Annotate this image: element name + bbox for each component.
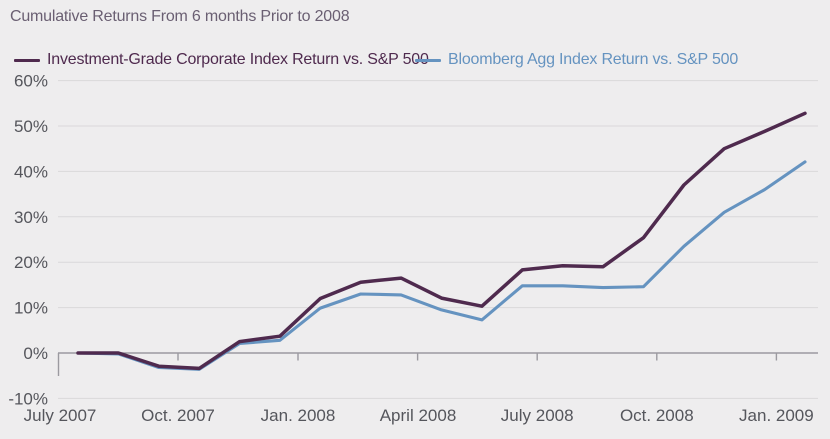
y-axis-label: 60% (14, 72, 48, 91)
y-axis-label: 10% (14, 299, 48, 318)
x-axis-label: July 2008 (501, 406, 574, 425)
series-line-ig-corporate (76, 111, 807, 371)
x-axis-label: April 2008 (380, 406, 457, 425)
y-axis-label: 40% (14, 162, 48, 181)
legend-label-ig-corporate: Investment-Grade Corporate Index Return … (47, 51, 429, 68)
legend-item-bloomberg-agg: Bloomberg Agg Index Return vs. S&P 500 (415, 50, 738, 70)
x-axis-label: Jan. 2008 (261, 406, 336, 425)
x-axis-label: Oct. 2007 (141, 406, 215, 425)
y-axis-label: 30% (14, 208, 48, 227)
x-axis-label: Jan. 2009 (739, 406, 814, 425)
y-axis-label: 20% (14, 253, 48, 272)
legend: Investment-Grade Corporate Index Return … (0, 50, 830, 70)
y-axis-label: 0% (23, 344, 48, 363)
chart-title: Cumulative Returns From 6 months Prior t… (10, 8, 350, 25)
x-axis-label: July 2007 (24, 406, 97, 425)
series-line-bloomberg-agg (76, 160, 807, 371)
legend-line-swatch-bloomberg-agg (415, 58, 441, 62)
legend-item-ig-corporate: Investment-Grade Corporate Index Return … (14, 50, 429, 70)
y-axis-label: 50% (14, 117, 48, 136)
y-axis-label: -10% (8, 389, 48, 408)
legend-label-bloomberg-agg: Bloomberg Agg Index Return vs. S&P 500 (448, 51, 739, 68)
x-axis-label: Oct. 2008 (620, 406, 694, 425)
legend-line-swatch-ig-corporate (14, 58, 40, 62)
